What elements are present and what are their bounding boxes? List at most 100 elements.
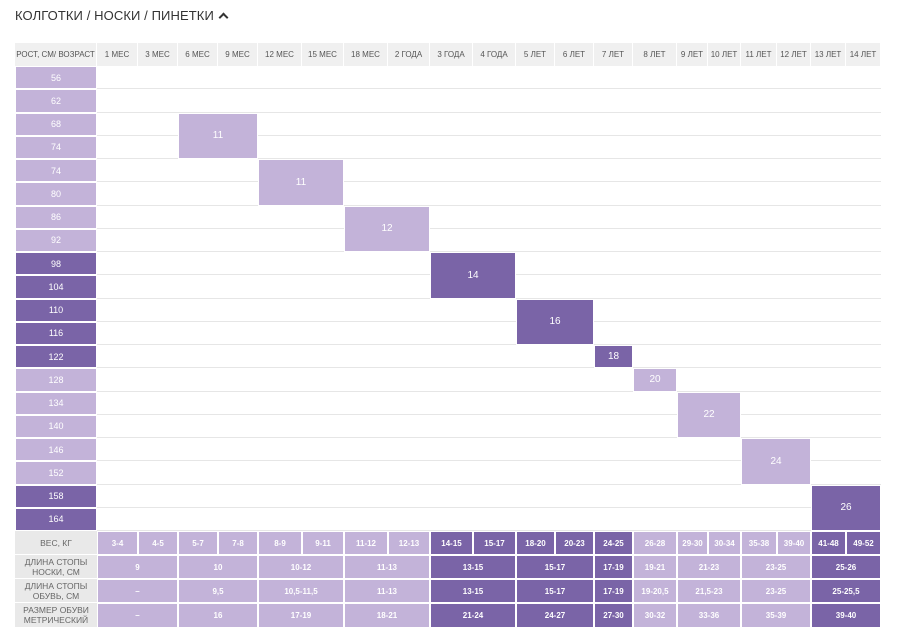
footer-value: 19-21 xyxy=(633,555,677,579)
footer-value: 4-5 xyxy=(138,531,178,555)
age-header: 10 ЛЕТ xyxy=(708,43,741,66)
footer-value: 21-24 xyxy=(430,603,516,628)
footer-value: 24-25 xyxy=(594,531,633,555)
age-header: 9 ЛЕТ xyxy=(677,43,708,66)
row-line xyxy=(97,251,881,252)
footer-value: – xyxy=(97,603,178,628)
size-block: 20 xyxy=(633,368,677,392)
height-cell: 86 xyxy=(15,205,97,229)
height-cell: 164 xyxy=(15,507,97,531)
row-line xyxy=(97,483,881,485)
section-title[interactable]: КОЛГОТКИ / НОСКИ / ПИНЕТКИ xyxy=(15,8,229,23)
size-block: 12 xyxy=(344,205,430,252)
footer-value: 23-25 xyxy=(741,579,811,603)
footer-value: 24-27 xyxy=(516,603,594,628)
footer-value: 15-17 xyxy=(473,531,516,555)
age-header: 7 ЛЕТ xyxy=(594,43,633,66)
height-cell: 74 xyxy=(15,135,97,159)
row-line xyxy=(97,344,881,345)
age-header: 5 ЛЕТ xyxy=(516,43,555,66)
footer-value: 11-13 xyxy=(344,555,430,579)
size-block: 11 xyxy=(258,159,344,206)
footer-value: 7-8 xyxy=(218,531,258,555)
height-cell: 92 xyxy=(15,228,97,252)
footer-label: ВЕС, КГ xyxy=(15,531,97,555)
footer-value: 30-32 xyxy=(633,603,677,628)
row-line xyxy=(97,158,881,159)
row-line xyxy=(97,506,881,508)
footer-value: 10-12 xyxy=(258,555,344,579)
size-block: 26 xyxy=(811,484,881,531)
age-header: 6 ЛЕТ xyxy=(555,43,594,66)
row-line xyxy=(97,460,881,462)
age-header: 4 ГОДА xyxy=(473,43,516,66)
footer-value: 9-11 xyxy=(302,531,344,555)
footer-value: 14-15 xyxy=(430,531,473,555)
footer-value: 19-20,5 xyxy=(633,579,677,603)
footer-value: 11-13 xyxy=(344,579,430,603)
age-header: 12 ЛЕТ xyxy=(777,43,811,66)
age-header: 2 ГОДА xyxy=(388,43,430,66)
row-line xyxy=(97,181,881,183)
height-cell: 104 xyxy=(15,275,97,299)
height-cell: 68 xyxy=(15,112,97,136)
footer-value: 49-52 xyxy=(846,531,881,555)
height-cell: 140 xyxy=(15,414,97,438)
row-line xyxy=(97,413,881,415)
footer-value: 11-12 xyxy=(344,531,388,555)
age-header: 1 МЕС xyxy=(97,43,138,66)
footer-value: 20-23 xyxy=(555,531,594,555)
footer-value: 10 xyxy=(178,555,258,579)
size-block: 18 xyxy=(594,345,633,369)
footer-value: 21,5-23 xyxy=(677,579,741,603)
size-block: 11 xyxy=(178,112,258,159)
height-cell: 134 xyxy=(15,391,97,415)
footer-value: 18-20 xyxy=(516,531,555,555)
title-text: КОЛГОТКИ / НОСКИ / ПИНЕТКИ xyxy=(15,8,214,23)
footer-value: 18-21 xyxy=(344,603,430,628)
footer-value: 8-9 xyxy=(258,531,302,555)
age-header: 6 МЕС xyxy=(178,43,218,66)
footer-value: 16 xyxy=(178,603,258,628)
size-block: 22 xyxy=(677,391,741,438)
age-header: 11 ЛЕТ xyxy=(741,43,777,66)
footer-value: 35-39 xyxy=(741,603,811,628)
footer-value: 10,5-11,5 xyxy=(258,579,344,603)
footer-value: 23-25 xyxy=(741,555,811,579)
size-block: 16 xyxy=(516,298,594,345)
height-cell: 56 xyxy=(15,66,97,90)
age-header: 8 ЛЕТ xyxy=(633,43,677,66)
footer-value: 9,5 xyxy=(178,579,258,603)
height-cell: 146 xyxy=(15,438,97,462)
row-line xyxy=(97,111,881,113)
size-block: 24 xyxy=(741,438,811,485)
row-line xyxy=(97,204,881,206)
footer-value: 26-28 xyxy=(633,531,677,555)
footer-value: 13-15 xyxy=(430,555,516,579)
height-cell: 74 xyxy=(15,159,97,183)
footer-value: 17-19 xyxy=(594,579,633,603)
height-cell: 128 xyxy=(15,368,97,392)
height-cell: 110 xyxy=(15,298,97,322)
footer-value: 39-40 xyxy=(777,531,811,555)
footer-value: – xyxy=(97,579,178,603)
footer-value: 15-17 xyxy=(516,579,594,603)
footer-value: 9 xyxy=(97,555,178,579)
footer-value: 5-7 xyxy=(178,531,218,555)
age-header: 13 ЛЕТ xyxy=(811,43,846,66)
footer-value: 25-26 xyxy=(811,555,881,579)
age-header: 3 МЕС xyxy=(138,43,178,66)
footer-value: 21-23 xyxy=(677,555,741,579)
footer-label: ДЛИНА СТОПЫ ОБУВЬ, СМ xyxy=(15,579,97,603)
footer-value: 12-13 xyxy=(388,531,430,555)
row-line xyxy=(97,530,881,531)
footer-value: 27-30 xyxy=(594,603,633,628)
footer-value: 39-40 xyxy=(811,603,881,628)
age-header: 9 МЕС xyxy=(218,43,258,66)
height-cell: 98 xyxy=(15,252,97,276)
footer-value: 33-36 xyxy=(677,603,741,628)
row-line xyxy=(97,134,881,136)
footer-value: 13-15 xyxy=(430,579,516,603)
footer-label: ДЛИНА СТОПЫ НОСКИ, СМ xyxy=(15,555,97,579)
